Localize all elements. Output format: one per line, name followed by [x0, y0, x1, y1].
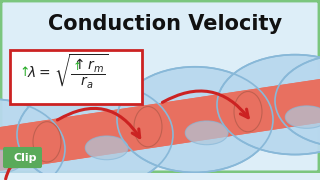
Text: $\uparrow$: $\uparrow$: [70, 59, 81, 72]
FancyBboxPatch shape: [10, 50, 142, 104]
Text: Clip: Clip: [13, 152, 36, 163]
FancyBboxPatch shape: [3, 147, 42, 168]
Ellipse shape: [234, 91, 262, 132]
Text: $\uparrow$: $\uparrow$: [17, 65, 29, 79]
FancyBboxPatch shape: [0, 0, 320, 173]
Text: $\lambda =$: $\lambda =$: [27, 65, 51, 80]
Ellipse shape: [275, 55, 320, 147]
Ellipse shape: [134, 107, 162, 147]
Ellipse shape: [0, 150, 22, 173]
Ellipse shape: [185, 121, 228, 145]
Ellipse shape: [117, 67, 273, 172]
Ellipse shape: [285, 106, 320, 128]
Text: Conduction Velocity: Conduction Velocity: [48, 14, 282, 34]
Ellipse shape: [0, 99, 65, 180]
Ellipse shape: [85, 136, 128, 160]
Text: $\sqrt{\dfrac{\uparrow r_m}{r_a}}$: $\sqrt{\dfrac{\uparrow r_m}{r_a}}$: [54, 53, 109, 91]
Ellipse shape: [17, 82, 173, 180]
Ellipse shape: [33, 122, 61, 162]
Ellipse shape: [217, 55, 320, 155]
